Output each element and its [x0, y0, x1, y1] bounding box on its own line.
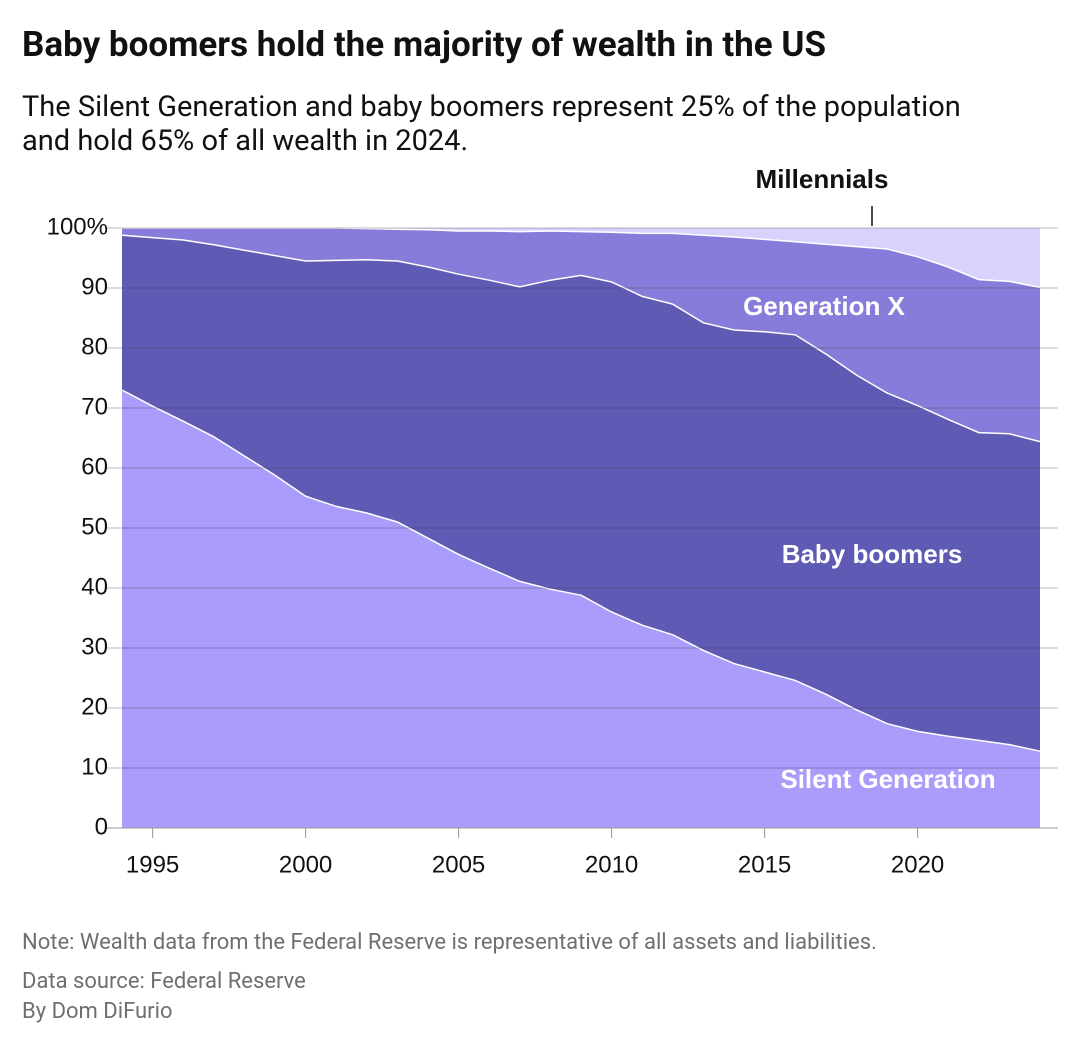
note: Note: Wealth data from the Federal Reser… — [22, 930, 877, 955]
chart-title: Baby boomers hold the majority of wealth… — [22, 24, 826, 65]
source: Data source: Federal Reserve — [22, 969, 306, 994]
y-tick-label: 60 — [81, 453, 108, 480]
y-tick-label: 50 — [81, 513, 108, 540]
y-tick-label: 40 — [81, 573, 108, 600]
y-tick-label: 70 — [81, 393, 108, 420]
series-label: Silent Generation — [780, 764, 995, 794]
boundary-line — [121, 389, 1041, 752]
boundary-line — [122, 227, 1041, 289]
area — [122, 235, 1040, 752]
area — [122, 228, 1040, 442]
y-tick-label: 90 — [81, 273, 108, 300]
series-label: Baby boomers — [782, 539, 963, 569]
y-tick-label: 80 — [81, 333, 108, 360]
boundary-line — [121, 234, 1041, 443]
series-label: Millennials — [756, 164, 889, 194]
x-tick-label: 2005 — [432, 851, 485, 878]
y-tick-label: 30 — [81, 633, 108, 660]
x-tick-label: 2020 — [891, 851, 944, 878]
y-tick-label: 0 — [95, 813, 108, 840]
x-tick-label: 1995 — [126, 851, 179, 878]
x-tick-label: 2000 — [279, 851, 332, 878]
y-tick-label: 10 — [81, 753, 108, 780]
y-tick-label: 100% — [47, 213, 108, 240]
chart: 0 10 20 30 40 50 60 70 80 90 100% 1995 2000 2005 2010 2… — [47, 164, 1058, 878]
x-tick-label: 2015 — [738, 851, 791, 878]
y-tick-label: 20 — [81, 693, 108, 720]
byline: By Dom DiFurio — [22, 999, 173, 1024]
x-tick-label: 2010 — [585, 851, 638, 878]
series-label: Generation X — [743, 291, 905, 321]
area — [122, 390, 1040, 828]
chart-subtitle: The Silent Generation and baby boomers r… — [22, 90, 961, 158]
